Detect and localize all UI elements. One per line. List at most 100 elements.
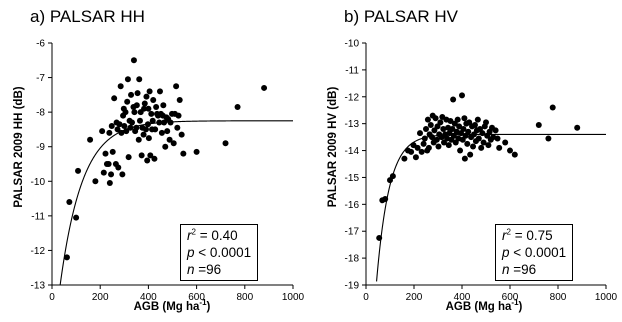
data-point (474, 116, 481, 123)
data-point (136, 117, 143, 124)
data-point (156, 88, 163, 95)
data-point (433, 136, 440, 143)
data-point (432, 115, 439, 122)
data-point (465, 128, 472, 135)
data-point (87, 136, 94, 143)
data-point (124, 76, 131, 83)
data-point (471, 122, 478, 129)
n-text: n =96 (502, 262, 537, 277)
data-point (420, 140, 427, 147)
data-point (450, 96, 457, 103)
y-tick-label: -17 (345, 227, 360, 238)
x-tick-label: 800 (550, 292, 567, 303)
data-point (127, 124, 134, 131)
data-point (140, 131, 147, 138)
p-value-text: p < 0.0001 (502, 245, 567, 260)
data-point (447, 117, 454, 124)
data-point (122, 109, 129, 116)
data-point (485, 142, 492, 149)
y-tick-label: -12 (345, 92, 360, 103)
y-tick-label: -10 (31, 177, 46, 188)
y-tick-label: -13 (31, 281, 46, 292)
data-point (75, 167, 82, 174)
panel-title: b) PALSAR HV (344, 7, 459, 26)
data-point (111, 95, 118, 102)
y-tick-label: -18 (345, 254, 360, 265)
data-point (479, 130, 486, 137)
scatter-plot-hv: -19 -18 -17 -16 -15 -14 -13 -12 -11 -10 0 200 400 600… (345, 39, 618, 304)
data-point (461, 115, 468, 122)
x-tick-label: 200 (92, 292, 109, 303)
data-point (511, 151, 518, 158)
data-point (408, 148, 415, 155)
data-point (134, 90, 141, 97)
y-tick-label: -16 (345, 200, 360, 211)
data-point (423, 126, 429, 133)
data-point (166, 136, 173, 143)
data-point (106, 129, 113, 136)
scatter-plot-hh: -13 -12 -11 -10 -9 -8 -7 -6 0 200 400 600 800 1000 (31, 39, 305, 304)
data-point (150, 97, 157, 104)
data-point (162, 143, 169, 150)
y-tick-label: -6 (36, 39, 45, 50)
data-point (412, 154, 419, 161)
data-point (401, 155, 408, 162)
data-point (389, 173, 396, 180)
x-axis-label: AGB (Mg ha-1) (445, 298, 523, 313)
data-point (109, 148, 116, 155)
data-point (418, 148, 425, 155)
data-point (457, 147, 464, 154)
data-point (131, 109, 138, 116)
data-point (435, 143, 442, 150)
data-point (117, 83, 124, 90)
x-tick-label: 600 (188, 292, 205, 303)
data-point (100, 169, 107, 176)
data-point (478, 144, 485, 151)
data-point (121, 122, 128, 129)
y-tick-label: -11 (31, 211, 45, 222)
data-point (63, 254, 70, 261)
y-tick-label: -19 (345, 281, 360, 292)
y-tick-label: -13 (345, 119, 360, 130)
data-point (123, 128, 130, 135)
x-tick-label: 400 (140, 292, 157, 303)
data-point (178, 131, 185, 138)
data-point (437, 119, 444, 126)
data-point (92, 178, 99, 185)
data-point (99, 128, 106, 135)
data-point (176, 97, 183, 104)
data-point (106, 180, 113, 187)
x-tick-label: 200 (406, 292, 423, 303)
chart-panel-hh: a) PALSAR HH PALSAR 2009 HH (dB) -13 -12-… (13, 7, 305, 313)
data-point (148, 110, 155, 117)
x-tick-label: 1000 (282, 292, 305, 303)
n-text: n =96 (187, 262, 222, 277)
data-point (144, 157, 151, 164)
x-tick-label: 1000 (595, 292, 618, 303)
data-point (475, 135, 482, 142)
data-point (160, 102, 167, 109)
data-point (161, 119, 168, 126)
stats-box: r2 = 0.40 p < 0.0001 n =96 (180, 224, 259, 281)
y-tick-label: -10 (345, 39, 360, 50)
r-squared-text: r2 = 0.40 (187, 227, 238, 243)
data-point (143, 93, 150, 100)
x-axis-label: AGB (Mg ha-1) (133, 298, 211, 313)
data-point (441, 139, 447, 146)
y-tick-label: -9 (36, 142, 45, 153)
data-points (63, 57, 268, 261)
data-point (261, 84, 268, 91)
data-point (483, 119, 489, 126)
data-point (414, 144, 421, 151)
data-point (440, 126, 447, 133)
data-point (174, 124, 181, 131)
data-point (144, 121, 151, 128)
y-tick-label: -11 (345, 65, 359, 76)
axes: -13 -12 -11 -10 -9 -8 -7 -6 0 200 400 600 800 1000 (31, 39, 305, 304)
data-point (421, 135, 428, 142)
x-tick-label: 0 (49, 292, 55, 303)
data-point (130, 57, 137, 64)
data-point (222, 140, 229, 147)
data-point (66, 199, 73, 206)
data-point (167, 119, 174, 126)
